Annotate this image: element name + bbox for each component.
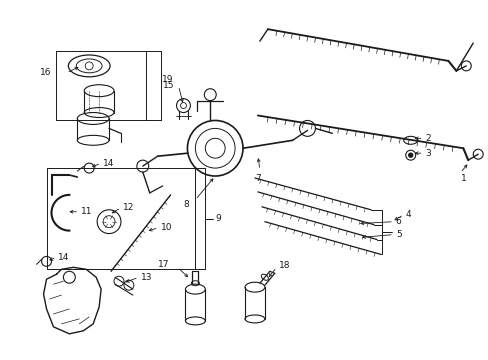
Text: 6: 6 (395, 217, 401, 226)
Text: 17: 17 (157, 260, 169, 269)
Text: 14: 14 (103, 159, 114, 168)
Text: 4: 4 (405, 210, 410, 219)
Text: 10: 10 (161, 223, 172, 232)
Text: 15: 15 (163, 81, 174, 90)
Text: 11: 11 (81, 207, 93, 216)
Text: 7: 7 (254, 174, 260, 183)
Text: 16: 16 (40, 68, 51, 77)
Text: 1: 1 (460, 174, 466, 183)
Text: 2: 2 (425, 134, 430, 143)
Text: 9: 9 (215, 214, 221, 223)
Text: 12: 12 (122, 203, 134, 212)
Circle shape (408, 153, 412, 157)
Text: 14: 14 (59, 253, 70, 262)
Text: 18: 18 (278, 261, 290, 270)
Text: 8: 8 (183, 200, 189, 209)
Text: 5: 5 (395, 230, 401, 239)
Text: 13: 13 (141, 273, 152, 282)
Text: 3: 3 (425, 149, 430, 158)
Text: 19: 19 (162, 75, 173, 84)
